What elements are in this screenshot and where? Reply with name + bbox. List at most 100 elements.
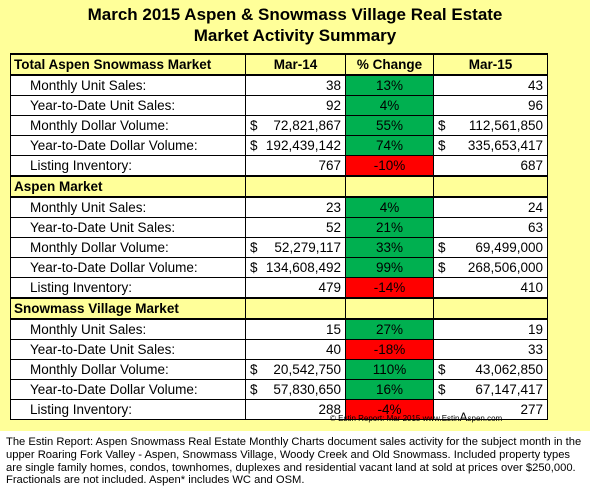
currency-symbol [245, 318, 264, 340]
metric-label: Monthly Unit Sales: [10, 318, 246, 340]
metric-label: Year-to-Date Dollar Volume: [10, 257, 246, 278]
currency-symbol [433, 277, 454, 299]
percent-change: 13% [345, 74, 434, 96]
section-header-row: Total Aspen Snowmass Market Mar-14% Chang… [10, 53, 548, 76]
mar-15-value: 410 [453, 277, 548, 299]
percent-change: -14% [345, 277, 434, 299]
currency-symbol [433, 318, 454, 340]
mar-15-value: 19 [453, 318, 548, 340]
table-row: Year-to-Date Unit Sales: 92 4% 96 [10, 95, 548, 116]
currency-symbol: $ [433, 115, 454, 136]
table-row: Year-to-Date Unit Sales: 52 21% 63 [10, 217, 548, 238]
currency-symbol: $ [245, 135, 264, 156]
change-header: % Change [345, 53, 434, 76]
table-row: Monthly Unit Sales: 15 27% 19 [10, 318, 548, 340]
mar-14-value: 479 [263, 277, 346, 299]
currency-symbol [433, 74, 454, 96]
period2-header [433, 297, 548, 320]
currency-symbol: $ [433, 135, 454, 156]
mar-14-value: 52 [263, 217, 346, 238]
percent-change: 55% [345, 115, 434, 136]
currency-symbol [433, 155, 454, 177]
percent-change: -4% [345, 399, 434, 420]
mar-14-value: 20,542,750 [263, 359, 346, 380]
metric-label: Listing Inventory: [10, 399, 246, 420]
period2-header [433, 175, 548, 198]
mar-15-value: 33 [453, 339, 548, 360]
period1-header [245, 297, 346, 320]
metric-label: Listing Inventory: [10, 155, 246, 177]
metric-label: Year-to-Date Unit Sales: [10, 339, 246, 360]
mar-15-value: 277 [453, 399, 548, 420]
mar-14-value: 15 [263, 318, 346, 340]
currency-symbol: $ [433, 237, 454, 258]
change-header [345, 175, 434, 198]
market-summary-table: Total Aspen Snowmass Market Mar-14% Chang… [10, 53, 548, 420]
mar-15-value: 43,062,850 [453, 359, 548, 380]
currency-symbol [433, 217, 454, 238]
table-row: Year-to-Date Dollar Volume: $134,608,492 9… [10, 257, 548, 278]
currency-symbol [245, 95, 264, 116]
percent-change: -18% [345, 339, 434, 360]
mar-14-value: 52,279,117 [263, 237, 346, 258]
metric-label: Year-to-Date Unit Sales: [10, 217, 246, 238]
percent-change: 74% [345, 135, 434, 156]
currency-symbol: $ [245, 115, 264, 136]
metric-label: Year-to-Date Dollar Volume: [10, 135, 246, 156]
table-row: Monthly Dollar Volume: $52,279,117 33% $69,… [10, 237, 548, 258]
currency-symbol: $ [245, 379, 264, 400]
mar-15-value: 63 [453, 217, 548, 238]
table-row: Year-to-Date Dollar Volume: $192,439,142 7… [10, 135, 548, 156]
mar-14-value: 92 [263, 95, 346, 116]
percent-change: 33% [345, 237, 434, 258]
report-title: March 2015 Aspen & Snowmass Village Real… [0, 4, 590, 46]
change-header [345, 297, 434, 320]
table-row: Monthly Dollar Volume: $20,542,750 110% $43… [10, 359, 548, 380]
currency-symbol [245, 155, 264, 177]
currency-symbol [245, 339, 264, 360]
percent-change: 4% [345, 95, 434, 116]
metric-label: Monthly Dollar Volume: [10, 359, 246, 380]
currency-symbol [433, 196, 454, 218]
currency-symbol [433, 95, 454, 116]
table-row: Listing Inventory: 288 -4% 277 [10, 399, 548, 420]
currency-symbol [245, 196, 264, 218]
currency-symbol: $ [433, 379, 454, 400]
percent-change: 99% [345, 257, 434, 278]
percent-change: 4% [345, 196, 434, 218]
mar-15-value: 687 [453, 155, 548, 177]
currency-symbol [433, 339, 454, 360]
mar-14-value: 134,608,492 [263, 257, 346, 278]
mar-14-value: 57,830,650 [263, 379, 346, 400]
metric-label: Monthly Unit Sales: [10, 196, 246, 218]
mar-15-value: 69,499,000 [453, 237, 548, 258]
mar-14-value: 40 [263, 339, 346, 360]
table-row: Year-to-Date Dollar Volume: $57,830,650 16… [10, 379, 548, 400]
table-row: Monthly Unit Sales: 38 13% 43 [10, 74, 548, 96]
metric-label: Listing Inventory: [10, 277, 246, 299]
currency-symbol: $ [245, 257, 264, 278]
credit-prefix: © Estin Report: Mar 2015 www.Estin [330, 414, 460, 423]
metric-label: Monthly Dollar Volume: [10, 237, 246, 258]
mar-15-value: 24 [453, 196, 548, 218]
mar-14-value: 288 [263, 399, 346, 420]
section-name: Total Aspen Snowmass Market [10, 53, 246, 76]
currency-symbol [245, 217, 264, 238]
mar-15-value: 96 [453, 95, 548, 116]
percent-change: 21% [345, 217, 434, 238]
metric-label: Monthly Dollar Volume: [10, 115, 246, 136]
currency-symbol [245, 74, 264, 96]
mar-15-value: 335,653,417 [453, 135, 548, 156]
period1-header [245, 175, 346, 198]
percent-change: 27% [345, 318, 434, 340]
currency-symbol: $ [433, 359, 454, 380]
currency-symbol: $ [433, 257, 454, 278]
section-name: Snowmass Village Market [10, 297, 246, 320]
mar-15-value: 43 [453, 74, 548, 96]
mar-14-value: 38 [263, 74, 346, 96]
metric-label: Year-to-Date Dollar Volume: [10, 379, 246, 400]
summary-panel: March 2015 Aspen & Snowmass Village Real… [0, 0, 590, 431]
currency-symbol [245, 399, 264, 420]
table-row: Listing Inventory: 767 -10% 687 [10, 155, 548, 177]
period1-header: Mar-14 [245, 53, 346, 76]
